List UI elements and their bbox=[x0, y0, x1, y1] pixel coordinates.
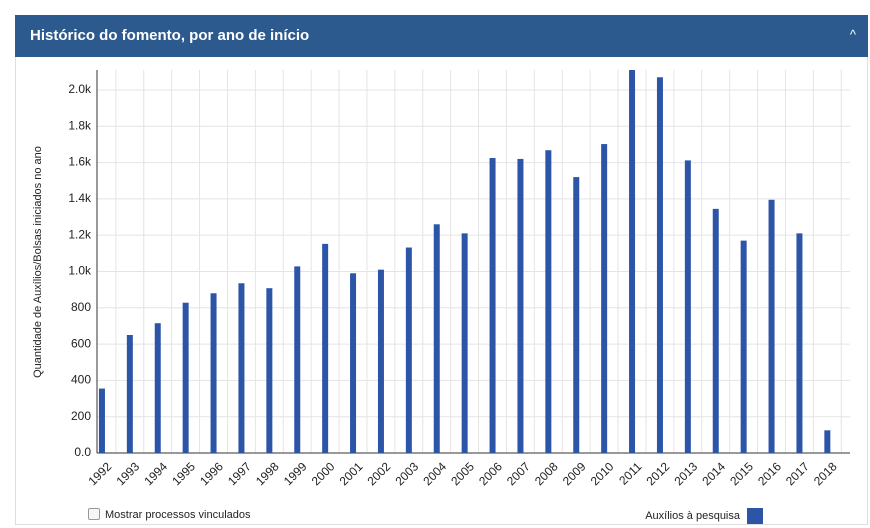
x-tick-label: 2005 bbox=[448, 459, 477, 488]
bar bbox=[154, 323, 161, 453]
bar bbox=[824, 430, 831, 453]
y-tick-label: 1.2k bbox=[68, 227, 92, 241]
x-tick-label: 1992 bbox=[86, 459, 115, 488]
y-tick-label: 2.0k bbox=[68, 82, 92, 96]
x-tick-label: 2010 bbox=[588, 459, 617, 488]
x-tick-label: 2008 bbox=[532, 459, 561, 488]
bar bbox=[601, 144, 608, 453]
bar bbox=[238, 283, 245, 453]
x-tick-label: 2018 bbox=[811, 459, 840, 488]
y-tick-label: 1.0k bbox=[68, 264, 92, 278]
bar bbox=[461, 233, 468, 453]
y-axis-label: Quantidade de Auxílios/Bolsas iniciados … bbox=[32, 146, 44, 378]
bar bbox=[684, 160, 691, 453]
x-tick-label: 1998 bbox=[253, 459, 282, 488]
y-tick-label: 1.8k bbox=[68, 118, 92, 132]
bar bbox=[768, 199, 775, 453]
collapse-caret[interactable]: ^ bbox=[849, 27, 856, 42]
bar bbox=[545, 150, 552, 453]
x-tick-label: 1999 bbox=[281, 459, 310, 488]
bar bbox=[433, 224, 440, 453]
x-tick-label: 2006 bbox=[476, 459, 505, 488]
y-tick-label: 400 bbox=[71, 373, 91, 387]
bar bbox=[796, 233, 803, 453]
x-tick-label: 1997 bbox=[225, 459, 254, 488]
x-tick-label: 2014 bbox=[699, 459, 728, 488]
legend-label: Auxílios à pesquisa bbox=[645, 510, 741, 522]
bar bbox=[322, 243, 329, 453]
x-tick-label: 1996 bbox=[197, 459, 226, 488]
legend-swatch bbox=[747, 508, 763, 524]
bar bbox=[98, 388, 105, 453]
x-tick-label: 2012 bbox=[644, 459, 673, 488]
panel-header[interactable]: Histórico do fomento, por ano de início … bbox=[15, 15, 868, 57]
bar bbox=[182, 302, 189, 453]
panel-title: Histórico do fomento, por ano de início bbox=[30, 27, 310, 44]
bar bbox=[266, 288, 273, 453]
checkbox-label: Mostrar processos vinculados bbox=[105, 509, 251, 521]
x-tick-label: 1993 bbox=[113, 459, 142, 488]
bar bbox=[210, 293, 217, 453]
bar bbox=[629, 70, 636, 453]
bar bbox=[377, 269, 384, 453]
x-tick-label: 2015 bbox=[727, 459, 756, 488]
checkbox-box[interactable] bbox=[88, 508, 100, 520]
bar bbox=[573, 177, 580, 453]
y-tick-label: 1.6k bbox=[68, 155, 92, 169]
x-tick-label: 1995 bbox=[169, 459, 198, 488]
x-tick-label: 2003 bbox=[392, 459, 421, 488]
x-tick-label: 2009 bbox=[560, 459, 589, 488]
bar bbox=[656, 77, 663, 453]
bar bbox=[712, 208, 719, 453]
bar bbox=[517, 158, 524, 454]
bar bbox=[126, 335, 133, 453]
x-tick-label: 2016 bbox=[755, 459, 784, 488]
bar bbox=[489, 158, 496, 454]
y-tick-label: 600 bbox=[71, 336, 91, 350]
y-tick-label: 800 bbox=[71, 300, 91, 314]
bar bbox=[740, 240, 747, 453]
x-tick-label: 2017 bbox=[783, 459, 812, 488]
bar bbox=[350, 273, 357, 453]
x-tick-label: 2002 bbox=[365, 459, 394, 488]
y-tick-label: 0.0 bbox=[74, 445, 91, 459]
y-tick-label: 200 bbox=[71, 409, 91, 423]
bar bbox=[405, 247, 412, 453]
checkbox[interactable]: Mostrar processos vinculados bbox=[88, 508, 251, 521]
x-tick-label: 2004 bbox=[420, 459, 449, 488]
x-tick-label: 2000 bbox=[309, 459, 338, 488]
y-tick-label: 1.4k bbox=[68, 191, 92, 205]
x-tick-label: 2011 bbox=[616, 459, 644, 487]
bar bbox=[294, 266, 301, 453]
x-tick-label: 2013 bbox=[671, 459, 700, 488]
x-tick-label: 2007 bbox=[504, 459, 533, 488]
x-tick-label: 2001 bbox=[337, 459, 366, 488]
x-tick-label: 1994 bbox=[141, 459, 170, 488]
